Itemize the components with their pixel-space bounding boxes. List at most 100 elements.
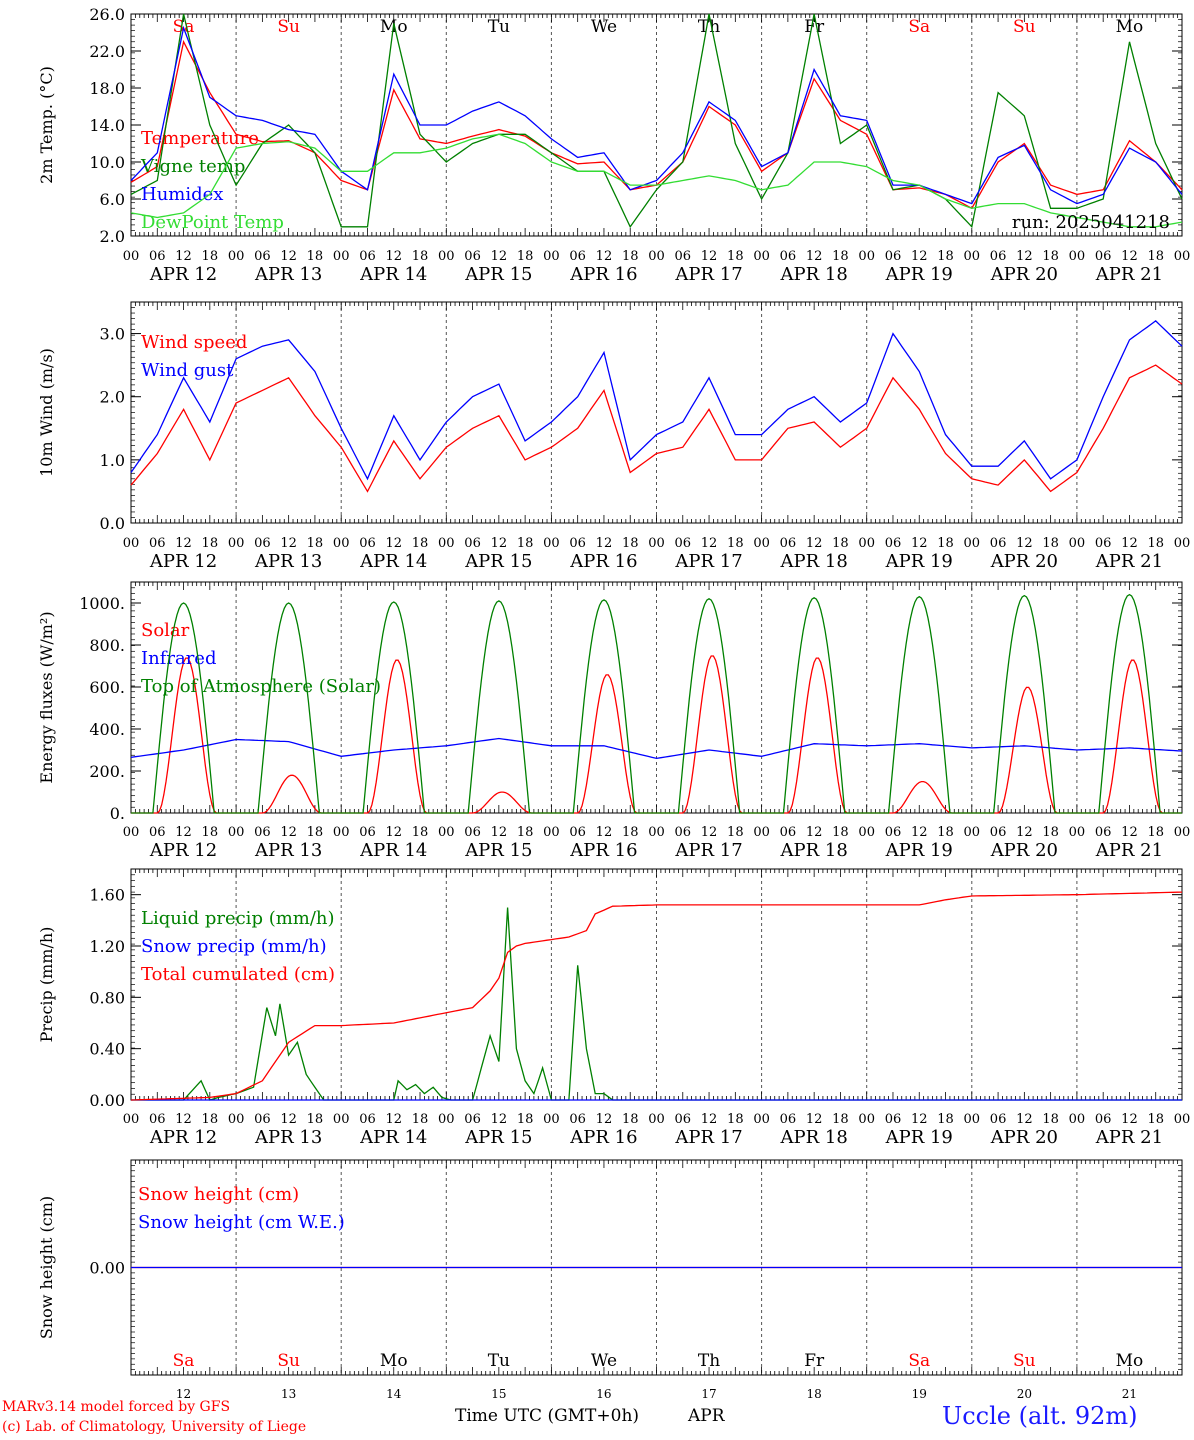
snow-day-name: Su: [1013, 1351, 1036, 1371]
precip-legend-entry: Total cumulated (cm): [141, 964, 335, 985]
energy-series-line: [131, 593, 1182, 814]
temp-date-label: APR 20: [990, 264, 1058, 285]
temp-ytick-label: 10.0: [89, 153, 125, 172]
temp-hour-tick-label: 12: [385, 249, 402, 264]
wind-hour-tick-label: 00: [333, 536, 350, 551]
precip-hour-tick-label: 12: [280, 1112, 297, 1127]
energy-hour-tick-label: 06: [254, 825, 271, 840]
precip-hour-tick-label: 06: [359, 1112, 376, 1127]
temp-date-label: APR 12: [149, 264, 217, 285]
precip-hour-tick-label: 12: [175, 1112, 192, 1127]
bottom-day-number: 19: [912, 1387, 927, 1401]
energy-hour-tick-label: 12: [491, 825, 508, 840]
precip-series-line: [130, 891, 1183, 1101]
snow-day-name: We: [591, 1351, 617, 1371]
wind-hour-tick-label: 06: [990, 536, 1007, 551]
energy-hour-tick-label: 00: [438, 825, 455, 840]
temp-hour-tick-label: 00: [1174, 249, 1191, 264]
wind-hour-tick-label: 12: [385, 536, 402, 551]
wind-ytick-label: 3.0: [100, 325, 125, 344]
wind-hour-tick-label: 00: [753, 536, 770, 551]
precip-hour-tick-label: 06: [780, 1112, 797, 1127]
precip-ytick-label: 0.40: [89, 1040, 125, 1059]
precip-hour-tick-label: 12: [1121, 1112, 1138, 1127]
energy-hour-tick-label: 18: [832, 825, 849, 840]
snow-ytick-label: 0.00: [89, 1259, 125, 1278]
precip-date-label: APR 13: [254, 1127, 322, 1148]
temp-hour-tick-label: 00: [438, 249, 455, 264]
footer-lab-text: (c) Lab. of Climatology, University of L…: [2, 1419, 307, 1435]
wind-hour-tick-label: 00: [438, 536, 455, 551]
temp-hour-tick-label: 00: [228, 249, 245, 264]
precip-hour-tick-label: 00: [858, 1112, 875, 1127]
temp-date-label: APR 13: [254, 264, 322, 285]
precip-date-label: APR 17: [674, 1127, 742, 1148]
temp-hour-tick-label: 12: [806, 249, 823, 264]
wind-ytick-label: 0.0: [100, 514, 125, 533]
snow-panel: 0.00 Snow height (cm) Sa Su Mo Tu We Th Fr Sa Su Mo…: [37, 1159, 1183, 1376]
wind-hour-tick-label: 12: [1016, 536, 1033, 551]
precip-date-label: APR 20: [990, 1127, 1058, 1148]
energy-hour-tick-label: 06: [359, 825, 376, 840]
temp-hour-tick-label: 18: [307, 249, 324, 264]
temp-hour-tick-label: 00: [753, 249, 770, 264]
snow-day-name: Mo: [1116, 1351, 1144, 1371]
precip-date-label: APR 12: [149, 1127, 217, 1148]
snow-day-name: Su: [277, 1351, 300, 1371]
temp-hour-tick-label: 06: [149, 249, 166, 264]
precip-hour-tick-label: 06: [254, 1112, 271, 1127]
energy-date-label: APR 12: [149, 840, 217, 861]
precip-hour-tick-label: 06: [675, 1112, 692, 1127]
temp-hour-tick-label: 00: [333, 249, 350, 264]
energy-hour-tick-label: 06: [990, 825, 1007, 840]
energy-hour-tick-label: 00: [1174, 825, 1191, 840]
temp-date-label: APR 19: [885, 264, 953, 285]
energy-legend-entry: Top of Atmosphere (Solar): [141, 676, 381, 697]
precip-hour-tick-label: 06: [149, 1112, 166, 1127]
temp-series-line: [130, 133, 1183, 228]
energy-hour-tick-label: 00: [123, 825, 140, 840]
energy-ytick-label: 1000.: [79, 594, 125, 613]
x-axis-month: APR: [688, 1406, 725, 1426]
snow-legend-entry: Snow height (cm): [138, 1184, 299, 1205]
precip-legend-entry: Snow precip (mm/h): [141, 936, 327, 957]
precip-legend-entry: Liquid precip (mm/h): [141, 908, 335, 929]
precip-hour-tick-label: 12: [596, 1112, 613, 1127]
energy-hour-tick-label: 06: [885, 825, 902, 840]
energy-series-line: [130, 737, 1183, 760]
energy-date-label: APR 18: [780, 840, 848, 861]
precip-hour-tick-label: 00: [964, 1112, 981, 1127]
wind-hour-tick-label: 12: [596, 536, 613, 551]
energy-hour-tick-label: 18: [412, 825, 429, 840]
temp-day-name: Th: [698, 17, 720, 37]
temp-day-name: Su: [277, 17, 300, 37]
wind-hour-tick-label: 06: [464, 536, 481, 551]
temp-ytick-label: 22.0: [89, 42, 125, 61]
wind-date-label: APR 15: [464, 551, 532, 572]
temp-hour-tick-label: 18: [727, 249, 744, 264]
precip-date-label: APR 16: [569, 1127, 637, 1148]
precip-hour-tick-label: 00: [438, 1112, 455, 1127]
temp-hour-tick-label: 00: [1069, 249, 1086, 264]
temp-day-name: Fr: [804, 17, 825, 37]
temp-date-label: APR 17: [674, 264, 742, 285]
temp-ytick-label: 18.0: [89, 79, 125, 98]
wind-date-label: APR 20: [990, 551, 1058, 572]
wind-hour-tick-label: 06: [675, 536, 692, 551]
temp-day-name: Tu: [488, 17, 510, 37]
wind-hour-tick-label: 18: [937, 536, 954, 551]
precip-hour-tick-label: 06: [1095, 1112, 1112, 1127]
temp-hour-tick-label: 06: [1095, 249, 1112, 264]
wind-hour-tick-label: 12: [911, 536, 928, 551]
wind-hour-tick-label: 06: [149, 536, 166, 551]
precip-hour-tick-label: 12: [1016, 1112, 1033, 1127]
temp-hour-tick-label: 12: [1121, 249, 1138, 264]
precip-ytick-label: 1.60: [89, 886, 125, 905]
energy-hour-tick-label: 12: [596, 825, 613, 840]
temp-hour-tick-label: 18: [1147, 249, 1164, 264]
temp-ylabel: 2m Temp. (°C): [37, 66, 56, 184]
precip-hour-tick-label: 18: [202, 1112, 219, 1127]
wind-date-label: APR 14: [359, 551, 427, 572]
